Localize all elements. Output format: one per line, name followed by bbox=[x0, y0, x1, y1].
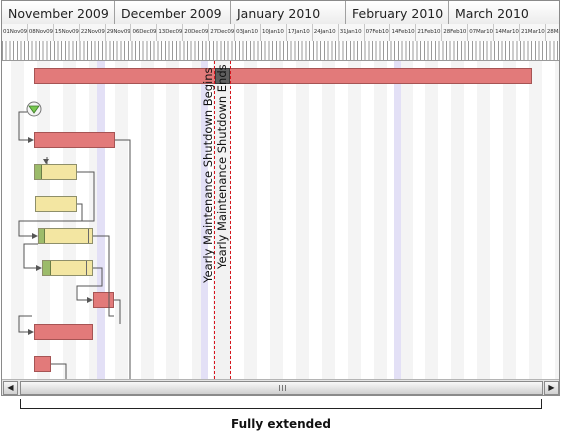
scroll-thumb[interactable] bbox=[20, 381, 543, 395]
week-header[interactable]: 28Mar10 bbox=[546, 24, 559, 41]
weekend-stripe bbox=[554, 61, 559, 379]
weekend-stripe bbox=[140, 61, 154, 379]
shutdown-ends-line bbox=[230, 61, 231, 379]
week-header[interactable]: 13Dec09 bbox=[157, 24, 184, 41]
day-tick-row bbox=[2, 41, 559, 61]
holiday-column bbox=[201, 61, 208, 379]
scroll-left-button[interactable]: ◀ bbox=[3, 381, 18, 395]
extent-bracket bbox=[20, 399, 542, 409]
weekend-stripe bbox=[399, 61, 413, 379]
week-header[interactable]: 29Nov09 bbox=[106, 24, 132, 41]
weekend-stripe bbox=[166, 61, 180, 379]
caption: Fully extended bbox=[231, 417, 331, 431]
progress-fill bbox=[43, 261, 51, 275]
week-header[interactable]: 27Dec09 bbox=[209, 24, 236, 41]
week-header[interactable]: 28Feb10 bbox=[442, 24, 469, 41]
month-header[interactable]: March 2010 bbox=[449, 1, 559, 24]
shutdown-overlap-block bbox=[215, 68, 230, 84]
week-header[interactable]: 22Nov09 bbox=[80, 24, 106, 41]
task-bar[interactable] bbox=[35, 196, 77, 212]
week-header[interactable]: 20Dec09 bbox=[183, 24, 210, 41]
week-header[interactable]: 10Jan10 bbox=[261, 24, 287, 41]
weekend-stripe bbox=[373, 61, 387, 379]
week-header[interactable]: 07Feb10 bbox=[365, 24, 391, 41]
horizontal-scrollbar[interactable]: ◀ ▶ bbox=[2, 379, 559, 395]
weekend-stripe bbox=[451, 61, 465, 379]
shutdown-ends-label: Yearly Maintenance Shutdown Ends bbox=[215, 64, 229, 269]
week-header[interactable]: 21Mar10 bbox=[520, 24, 546, 41]
week-header[interactable]: 03Jan10 bbox=[235, 24, 261, 41]
grip-icon bbox=[279, 385, 286, 391]
gantt-chart[interactable]: November 2009 December 2009 January 2010… bbox=[1, 0, 560, 396]
weekend-stripe bbox=[503, 61, 517, 379]
task-bar[interactable] bbox=[34, 164, 77, 180]
shutdown-begins-label: Yearly Maintenance Shutdown Begins bbox=[201, 67, 215, 283]
weekend-stripe bbox=[529, 61, 542, 379]
week-header[interactable]: 01Nov09 bbox=[2, 24, 28, 41]
task-bar[interactable] bbox=[34, 356, 51, 372]
shutdown-begins-line bbox=[214, 61, 215, 379]
month-header[interactable]: November 2009 bbox=[2, 1, 115, 24]
holiday-column bbox=[394, 61, 401, 379]
weekend-stripe bbox=[425, 61, 439, 379]
task-bar[interactable] bbox=[38, 228, 93, 244]
month-header[interactable]: February 2010 bbox=[346, 1, 449, 24]
weekend-stripe bbox=[295, 61, 309, 379]
scroll-right-button[interactable]: ▶ bbox=[544, 381, 559, 395]
weekend-stripe bbox=[347, 61, 361, 379]
week-header[interactable]: 15Nov09 bbox=[54, 24, 80, 41]
holiday-column bbox=[97, 61, 105, 379]
week-header[interactable]: 21Feb10 bbox=[416, 24, 443, 41]
summary-task-bar[interactable] bbox=[34, 68, 532, 84]
month-header-row: November 2009 December 2009 January 2010… bbox=[2, 1, 559, 25]
week-header[interactable]: 31Jan10 bbox=[339, 24, 365, 41]
month-header[interactable]: January 2010 bbox=[231, 1, 346, 24]
week-header[interactable]: 06Dec09 bbox=[132, 24, 158, 41]
progress-fill bbox=[39, 229, 45, 243]
week-header-row: 01Nov09 08Nov09 15Nov09 22Nov09 29Nov09 06Dec… bbox=[2, 24, 559, 42]
chart-area[interactable]: Yearly Maintenance Shutdown Begins Yearl… bbox=[2, 61, 559, 379]
weekend-stripe bbox=[321, 61, 335, 379]
week-header[interactable]: 24Jan10 bbox=[313, 24, 339, 41]
week-header[interactable]: 14Mar10 bbox=[494, 24, 520, 41]
weekend-stripe bbox=[244, 61, 258, 379]
week-header[interactable]: 07Mar10 bbox=[468, 24, 495, 41]
dependency-links bbox=[18, 101, 131, 379]
baseline-mark bbox=[88, 229, 89, 243]
task-bar[interactable] bbox=[42, 260, 93, 276]
week-header[interactable]: 08Nov09 bbox=[28, 24, 54, 41]
month-header[interactable]: December 2009 bbox=[115, 1, 231, 24]
weekend-stripe bbox=[477, 61, 491, 379]
progress-fill bbox=[35, 165, 42, 179]
week-header[interactable]: 17Jan10 bbox=[287, 24, 313, 41]
milestone-icon[interactable] bbox=[26, 101, 42, 117]
task-bar[interactable] bbox=[34, 324, 93, 340]
weekend-stripe bbox=[270, 61, 283, 379]
week-header[interactable]: 14Feb10 bbox=[391, 24, 417, 41]
shutdown-period bbox=[213, 61, 231, 379]
baseline-mark bbox=[86, 261, 87, 275]
task-bar[interactable] bbox=[34, 132, 115, 148]
